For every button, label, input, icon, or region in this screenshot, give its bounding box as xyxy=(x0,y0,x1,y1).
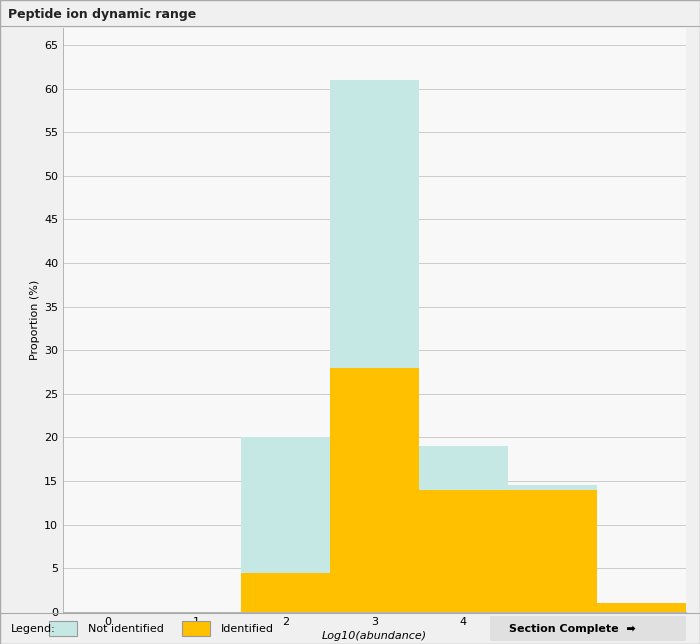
Bar xyxy=(419,489,508,612)
Bar xyxy=(508,486,597,489)
Text: Identified: Identified xyxy=(220,623,274,634)
Bar xyxy=(597,603,686,612)
FancyBboxPatch shape xyxy=(182,621,210,636)
FancyBboxPatch shape xyxy=(49,621,77,636)
Text: Not identified: Not identified xyxy=(88,623,163,634)
FancyBboxPatch shape xyxy=(480,615,696,642)
Text: Legend:: Legend: xyxy=(10,623,55,634)
Text: Section Complete  ➡: Section Complete ➡ xyxy=(509,623,636,634)
Bar xyxy=(419,446,508,489)
Bar xyxy=(508,489,597,612)
Bar xyxy=(241,437,330,573)
Text: Peptide ion dynamic range: Peptide ion dynamic range xyxy=(8,8,197,21)
Y-axis label: Proportion (%): Proportion (%) xyxy=(30,279,40,360)
Bar xyxy=(330,368,419,612)
Bar xyxy=(330,80,419,368)
X-axis label: Log10(abundance): Log10(abundance) xyxy=(322,631,427,641)
Bar xyxy=(241,573,330,612)
